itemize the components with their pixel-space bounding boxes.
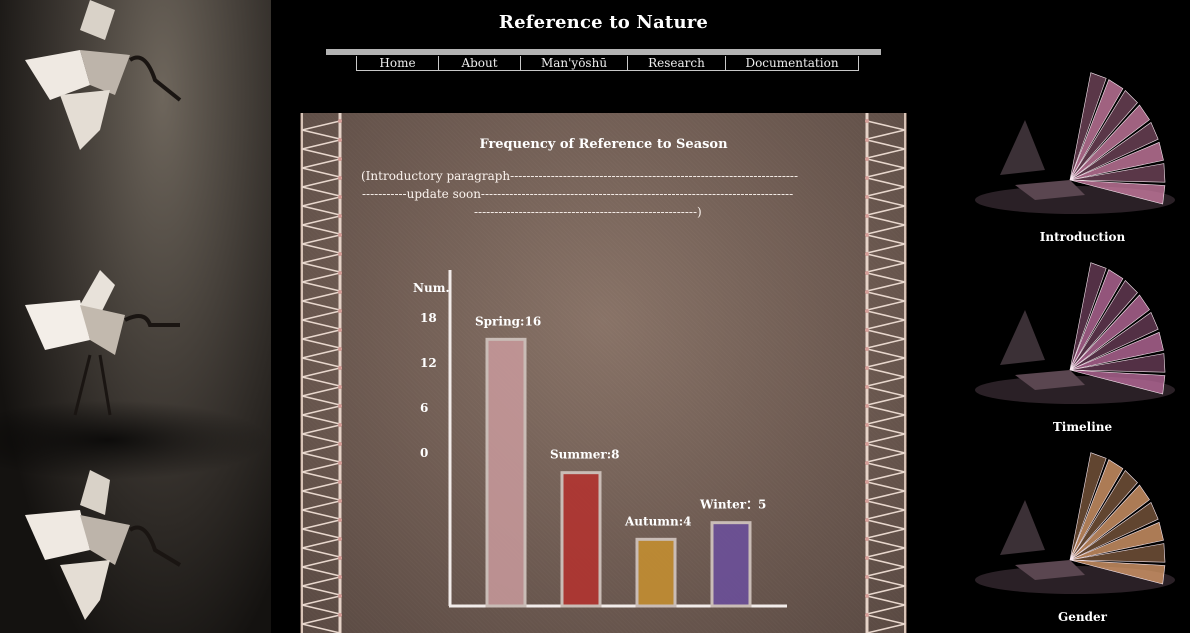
y-axis-label: Num.: [413, 281, 450, 295]
origami-crane-image: [975, 452, 1175, 594]
y-tick-label: 12: [420, 356, 437, 370]
bar-spring: [485, 337, 527, 608]
paper-texture: [300, 113, 907, 633]
crane-image-bottom: [25, 470, 182, 620]
section-link-label: Introduction: [1039, 230, 1126, 244]
data-label: Spring:16: [475, 314, 541, 328]
bar-autumn: [635, 537, 677, 608]
data-label: Autumn:4: [624, 514, 692, 528]
origami-crane-image: [975, 262, 1175, 404]
intro-line-1: (Introductory paragraph-----------------…: [361, 169, 799, 183]
nav-documentation-link[interactable]: Documentation: [725, 56, 859, 71]
crane-image-middle: [25, 270, 180, 416]
section-link-timeline[interactable]: Timeline: [965, 250, 1190, 440]
content-panel: Frequency of Reference to Season (Introd…: [300, 113, 907, 633]
y-tick-label: 0: [420, 446, 428, 460]
bar-winter: [710, 521, 752, 608]
section-nav: Introduction Timeline Gender: [965, 60, 1190, 633]
section-link-gender[interactable]: Gender: [965, 440, 1190, 630]
season-bar-chart: Num. 18 12 6 0 Spring:16 Summer:8 Autumn:4…: [413, 270, 787, 608]
data-label: Winter：5: [699, 498, 766, 512]
intro-line-3: ----------------------------------------…: [474, 205, 702, 219]
site-title: Reference to Nature: [498, 12, 709, 33]
section-link-label: Timeline: [1052, 420, 1113, 434]
data-label: Summer:8: [550, 448, 620, 462]
nav-about-link[interactable]: About: [438, 56, 521, 71]
chart-title: Frequency of Reference to Season: [479, 137, 728, 152]
bar-summer: [560, 471, 602, 608]
y-tick-label: 18: [420, 311, 437, 325]
left-decoration: [0, 0, 271, 633]
shadow-decoration: [0, 400, 271, 480]
lattice-decoration-right: [865, 113, 906, 633]
main-nav: Home About Man'yōshū Research Documentat…: [356, 56, 859, 71]
crane-image-top: [25, 0, 182, 150]
origami-crane-image: [975, 72, 1175, 214]
y-tick-label: 6: [420, 401, 428, 415]
nav-home-link[interactable]: Home: [356, 56, 439, 71]
nav-divider: [326, 49, 881, 55]
intro-line-2: -----------update soon------------------…: [362, 187, 794, 201]
nav-manyoshu-link[interactable]: Man'yōshū: [520, 56, 628, 71]
nav-research-link[interactable]: Research: [627, 56, 726, 71]
section-link-label: Gender: [1058, 610, 1107, 624]
section-link-introduction[interactable]: Introduction: [965, 60, 1190, 250]
lattice-decoration-left: [301, 113, 342, 633]
